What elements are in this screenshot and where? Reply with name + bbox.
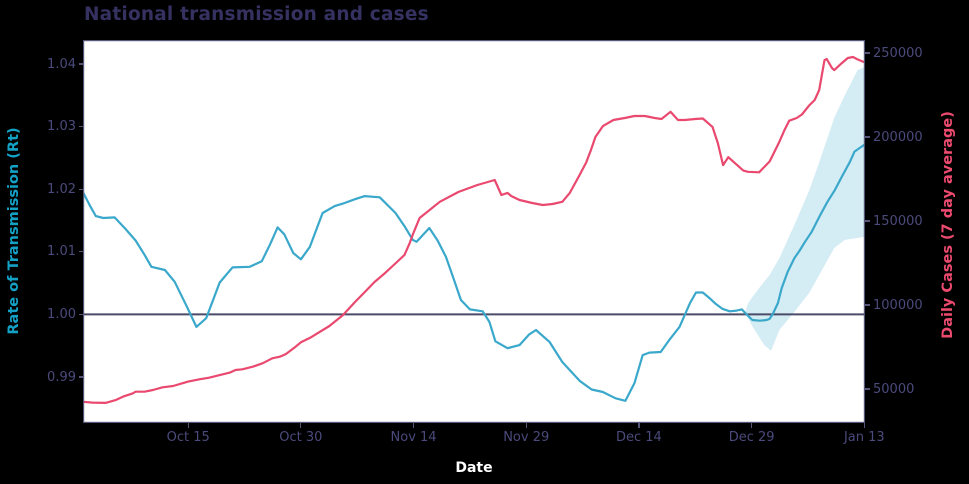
chart-title: National transmission and cases [84, 4, 429, 25]
tick-mark [865, 220, 870, 222]
x-tick-label: Jan 13 [843, 430, 885, 445]
y-left-tick-label: 0.99 [47, 369, 76, 385]
tick-mark [300, 423, 302, 428]
tick-mark [865, 136, 870, 138]
tick-mark [78, 376, 83, 378]
tick-mark [865, 52, 870, 54]
tick-mark [78, 313, 83, 315]
y-left-tick-label: 1.02 [47, 181, 76, 197]
y-left-tick-label: 1.00 [47, 306, 76, 322]
x-tick-label: Dec 14 [616, 430, 662, 445]
tick-mark [751, 423, 753, 428]
tick-mark [865, 388, 870, 390]
y-right-tick-label: 200000 [873, 129, 923, 145]
x-tick-label: Nov 14 [390, 430, 437, 445]
tick-mark [187, 423, 189, 428]
plot-canvas [83, 40, 865, 423]
tick-mark [638, 423, 640, 428]
y-right-tick-label: 150000 [873, 213, 923, 229]
y-right-tick-label: 250000 [873, 45, 923, 61]
x-tick-label: Nov 29 [503, 430, 550, 445]
y-right-tick-label: 100000 [873, 297, 923, 313]
y-left-tick-label: 1.03 [47, 119, 76, 135]
confidence-band [745, 67, 865, 351]
left-axis-label: Rate of Transmission (Rt) [6, 127, 22, 335]
y-left-tick-label: 1.04 [47, 56, 76, 72]
tick-mark [525, 423, 527, 428]
y-right-tick-label: 50000 [873, 381, 915, 397]
plot-area [83, 40, 865, 423]
tick-mark [78, 126, 83, 128]
tick-mark [78, 251, 83, 253]
x-tick-label: Oct 15 [166, 430, 210, 445]
tick-mark [865, 304, 870, 306]
daily-cases-line [83, 55, 865, 404]
x-tick-label: Dec 29 [728, 430, 775, 445]
tick-mark [78, 63, 83, 65]
x-tick-label: Oct 30 [279, 430, 323, 445]
x-axis-label: Date [455, 460, 493, 476]
right-axis-label: Daily Cases (7 day average) [940, 111, 956, 339]
tick-mark [863, 423, 865, 428]
plot-spines [83, 40, 865, 423]
tick-mark [78, 188, 83, 190]
rate-of-transmission-line [83, 143, 865, 402]
y-left-tick-label: 1.01 [47, 244, 76, 260]
tick-mark [412, 423, 415, 428]
